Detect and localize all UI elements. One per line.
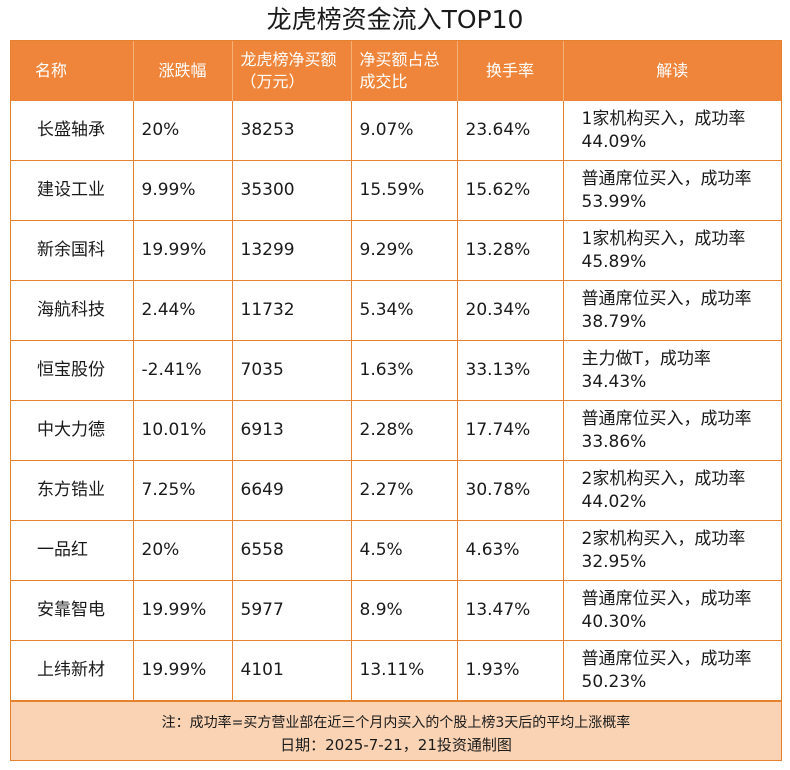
cell-note: 普通席位买入，成功率38.79%	[563, 280, 781, 341]
table-row: 一品红 20% 6558 4.5% 4.63% 2家机构买入，成功率32.95%	[11, 520, 781, 581]
cell-ratio: 9.29%	[351, 220, 458, 281]
cell-note: 2家机构买入，成功率32.95%	[563, 520, 781, 581]
table-row: 上纬新材 19.99% 4101 13.11% 1.93% 普通席位买入，成功率50.23…	[11, 640, 781, 701]
cell-turnover: 23.64%	[457, 101, 564, 161]
cell-turnover: 4.63%	[457, 520, 564, 581]
cell-net-buy: 4101	[232, 640, 352, 701]
cell-ratio: 1.63%	[351, 340, 458, 401]
cell-turnover: 17.74%	[457, 400, 564, 461]
data-table: 名称 涨跌幅 龙虎榜净买额（万元） 净买额占总成交比 换手率 解读 长盛轴承 20…	[11, 41, 781, 701]
cell-net-buy: 7035	[232, 340, 352, 401]
cell-net-buy: 35300	[232, 160, 352, 221]
cell-name: 长盛轴承	[11, 101, 134, 161]
table-row: 中大力德 10.01% 6913 2.28% 17.74% 普通席位买入，成功率33.86…	[11, 400, 781, 461]
cell-change: 7.25%	[133, 460, 233, 521]
header-ratio: 净买额占总成交比	[351, 41, 458, 101]
cell-turnover: 13.47%	[457, 580, 564, 641]
table-body: 长盛轴承 20% 38253 9.07% 23.64% 1家机构买入，成功率44.09% 建…	[11, 101, 781, 701]
cell-turnover: 13.28%	[457, 220, 564, 281]
page-title: 龙虎榜资金流入TOP10	[266, 5, 524, 34]
cell-name: 一品红	[11, 520, 134, 581]
cell-ratio: 9.07%	[351, 101, 458, 161]
cell-change: 19.99%	[133, 220, 233, 281]
cell-net-buy: 6558	[232, 520, 352, 581]
cell-net-buy: 13299	[232, 220, 352, 281]
cell-change: -2.41%	[133, 340, 233, 401]
cell-turnover: 33.13%	[457, 340, 564, 401]
cell-note: 普通席位买入，成功率50.23%	[563, 640, 781, 701]
table-row: 恒宝股份 -2.41% 7035 1.63% 33.13% 主力做T，成功率34.43%	[11, 340, 781, 401]
cell-ratio: 2.28%	[351, 400, 458, 461]
footer-date: 日期：2025-7-21，21投资通制图	[280, 736, 512, 754]
cell-net-buy: 6913	[232, 400, 352, 461]
table-row: 新余国科 19.99% 13299 9.29% 13.28% 1家机构买入，成功率45.8…	[11, 220, 781, 281]
data-table-container: 名称 涨跌幅 龙虎榜净买额（万元） 净买额占总成交比 换手率 解读 长盛轴承 20…	[10, 40, 782, 702]
header-change: 涨跌幅	[133, 41, 233, 101]
cell-change: 10.01%	[133, 400, 233, 461]
table-row: 东方锆业 7.25% 6649 2.27% 30.78% 2家机构买入，成功率44.02%	[11, 460, 781, 521]
cell-change: 2.44%	[133, 280, 233, 341]
cell-ratio: 5.34%	[351, 280, 458, 341]
cell-name: 东方锆业	[11, 460, 134, 521]
cell-name: 新余国科	[11, 220, 134, 281]
cell-name: 海航科技	[11, 280, 134, 341]
footer: 注：成功率=买方营业部在近三个月内买入的个股上榜3天后的平均上涨概率 日期：20…	[10, 702, 782, 761]
cell-ratio: 2.27%	[351, 460, 458, 521]
cell-ratio: 8.9%	[351, 580, 458, 641]
cell-note: 主力做T，成功率34.43%	[563, 340, 781, 401]
cell-name: 上纬新材	[11, 640, 134, 701]
cell-net-buy: 6649	[232, 460, 352, 521]
table-row: 海航科技 2.44% 11732 5.34% 20.34% 普通席位买入，成功率38.79…	[11, 280, 781, 341]
table-row: 建设工业 9.99% 35300 15.59% 15.62% 普通席位买入，成功率53.9…	[11, 160, 781, 221]
table-header-row: 名称 涨跌幅 龙虎榜净买额（万元） 净买额占总成交比 换手率 解读	[11, 41, 781, 101]
cell-name: 安靠智电	[11, 580, 134, 641]
cell-note: 普通席位买入，成功率53.99%	[563, 160, 781, 221]
cell-ratio: 15.59%	[351, 160, 458, 221]
cell-name: 中大力德	[11, 400, 134, 461]
cell-turnover: 15.62%	[457, 160, 564, 221]
cell-change: 20%	[133, 520, 233, 581]
cell-change: 20%	[133, 101, 233, 161]
header-note: 解读	[563, 41, 781, 101]
table-row: 安靠智电 19.99% 5977 8.9% 13.47% 普通席位买入，成功率40.30%	[11, 580, 781, 641]
cell-note: 2家机构买入，成功率44.02%	[563, 460, 781, 521]
cell-change: 19.99%	[133, 580, 233, 641]
cell-net-buy: 11732	[232, 280, 352, 341]
cell-net-buy: 5977	[232, 580, 352, 641]
header-net-buy: 龙虎榜净买额（万元）	[232, 41, 352, 101]
cell-note: 普通席位买入，成功率40.30%	[563, 580, 781, 641]
cell-net-buy: 38253	[232, 101, 352, 161]
cell-note: 1家机构买入，成功率44.09%	[563, 101, 781, 161]
footer-note: 注：成功率=买方营业部在近三个月内买入的个股上榜3天后的平均上涨概率	[161, 715, 631, 731]
cell-turnover: 30.78%	[457, 460, 564, 521]
header-name: 名称	[11, 41, 134, 101]
cell-name: 恒宝股份	[11, 340, 134, 401]
cell-note: 1家机构买入，成功率45.89%	[563, 220, 781, 281]
cell-note: 普通席位买入，成功率33.86%	[563, 400, 781, 461]
cell-change: 9.99%	[133, 160, 233, 221]
header-turnover: 换手率	[457, 41, 564, 101]
table-row: 长盛轴承 20% 38253 9.07% 23.64% 1家机构买入，成功率44.09%	[11, 101, 781, 161]
cell-name: 建设工业	[11, 160, 134, 221]
cell-turnover: 20.34%	[457, 280, 564, 341]
cell-ratio: 4.5%	[351, 520, 458, 581]
cell-ratio: 13.11%	[351, 640, 458, 701]
cell-turnover: 1.93%	[457, 640, 564, 701]
cell-change: 19.99%	[133, 640, 233, 701]
